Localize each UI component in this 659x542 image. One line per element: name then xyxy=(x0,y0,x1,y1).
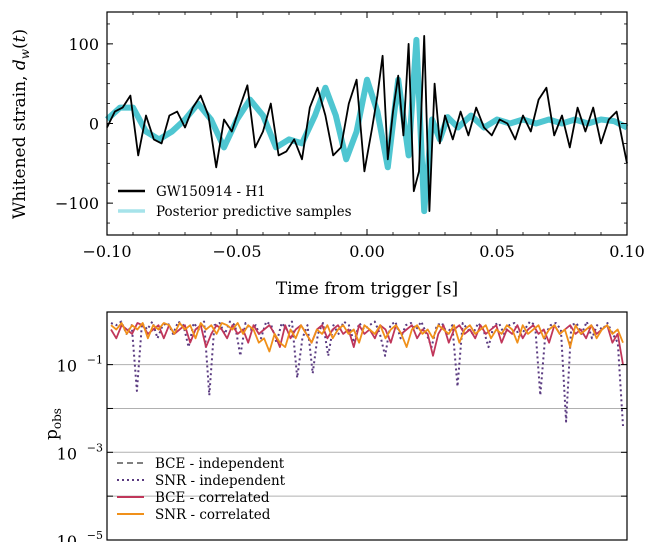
top-series-layer xyxy=(104,35,629,215)
top-ylabel: Whitened strain, dw(t) xyxy=(10,29,32,219)
top-ylabel-text: Whitened strain, xyxy=(10,70,30,219)
top-legend: GW150914 - H1 Posterior predictive sampl… xyxy=(118,184,352,220)
series-bce-correlated xyxy=(110,322,624,365)
top-ylabel-symbol: d xyxy=(10,59,30,70)
top-xtick-label: 0.05 xyxy=(479,242,515,261)
series-snr-correlated xyxy=(110,322,624,353)
bottom-ytick-exponent: −3 xyxy=(87,441,103,454)
top-ytick-label: 0 xyxy=(89,115,99,134)
top-ylabel-arg: ( xyxy=(10,42,30,49)
bottom-series-layer xyxy=(110,320,624,427)
top-ylabel-t: t xyxy=(10,35,30,42)
bottom-ytick-exponent: −1 xyxy=(87,354,103,367)
top-ytick-label: −100 xyxy=(55,194,99,213)
top-ylabel-close: ) xyxy=(10,29,30,36)
bottom-ylabel-p: p xyxy=(42,429,62,440)
legend-label-posterior: Posterior predictive samples xyxy=(156,204,352,220)
top-xtick-label: −0.10 xyxy=(82,242,131,261)
bottom-ytick-label: 10 xyxy=(57,532,77,542)
legend-label-snr-correlated: SNR - correlated xyxy=(155,507,271,523)
top-xtick-label: −0.05 xyxy=(212,242,261,261)
top-tick-layer: −0.10 −0.05 0.00 0.05 0.10 100 0 −100 xyxy=(55,12,645,261)
legend-label-bce-correlated: BCE - correlated xyxy=(155,490,270,506)
legend-label-bce-independent: BCE - independent xyxy=(155,456,285,472)
top-xlabel: Time from trigger [s] xyxy=(276,279,458,299)
bottom-panel: 10 −1 10 −3 10 −5 pobs BCE - independent SNR … xyxy=(42,311,628,542)
bottom-grid-layer xyxy=(107,364,627,497)
bottom-ytick-label: 10 xyxy=(57,444,77,463)
bottom-tick-layer: 10 −1 10 −3 10 −5 xyxy=(57,354,627,542)
top-ytick-label: 100 xyxy=(68,35,99,54)
bottom-ylabel: pobs xyxy=(42,408,64,440)
bottom-legend: BCE - independent SNR - independent BCE … xyxy=(117,456,286,523)
tick-base: 10 xyxy=(57,532,77,542)
series-gw150914-h1 xyxy=(106,35,628,213)
legend-label-snr-independent: SNR - independent xyxy=(155,473,286,489)
top-xtick-label: 0.10 xyxy=(609,242,645,261)
tick-base: 10 xyxy=(57,444,77,463)
tick-base: 10 xyxy=(57,357,77,376)
legend-label-gw150914: GW150914 - H1 xyxy=(156,184,266,200)
top-xtick-label: 0.00 xyxy=(349,242,385,261)
bottom-ytick-exponent: −5 xyxy=(87,529,103,542)
bottom-ylabel-sub: obs xyxy=(50,408,64,429)
bottom-plot-frame xyxy=(106,311,628,541)
top-panel: −0.10 −0.05 0.00 0.05 0.10 100 0 −100 Time from… xyxy=(10,11,645,299)
bottom-ytick-label: 10 xyxy=(57,357,77,376)
top-ylabel-subscript: w xyxy=(18,48,32,59)
